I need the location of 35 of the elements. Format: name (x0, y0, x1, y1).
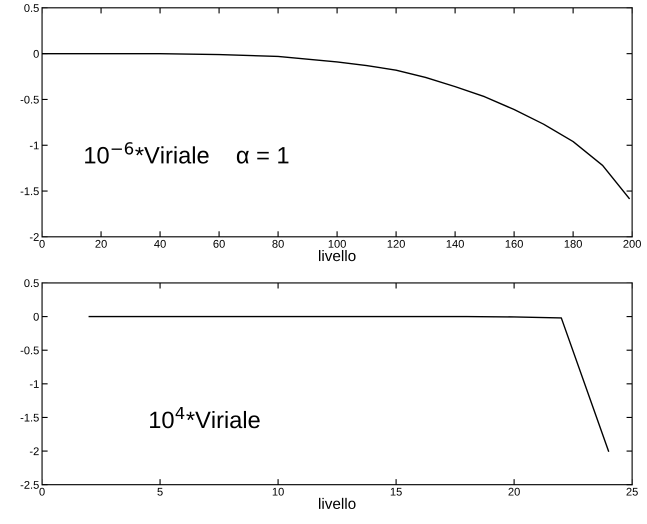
x-axis-title: livello (319, 498, 356, 510)
x-tick-label: 80 (272, 240, 284, 248)
y-tick-label: 0 (34, 312, 39, 321)
x-tick-label: 0 (39, 240, 45, 248)
y-tick-label: -2 (30, 447, 39, 456)
x-tick-label: 20 (95, 240, 107, 248)
y-tick-label: -1.5 (20, 187, 39, 196)
x-tick-label: 200 (623, 240, 641, 248)
y-tick-label: -2 (30, 233, 39, 241)
x-tick-label: 20 (508, 488, 520, 496)
x-tick-label: 5 (157, 488, 163, 496)
x-tick-label: 60 (213, 240, 225, 248)
y-tick-label: 0 (34, 50, 39, 58)
y-tick-label: -2.5 (20, 480, 39, 489)
annotation: 10$^{4}$*Viriale (150, 406, 260, 428)
y-tick-label: -1 (30, 142, 39, 150)
x-tick-label: 160 (506, 240, 523, 248)
y-tick-label: -0.5 (20, 346, 39, 354)
x-tick-label: 15 (390, 488, 402, 496)
y-tick-label: 0.5 (24, 279, 39, 288)
x-tick-label: 180 (564, 240, 582, 248)
x-axis-title: livello (319, 250, 356, 262)
x-tick-label: 0 (39, 488, 45, 496)
x-tick-label: 120 (388, 240, 405, 248)
x-tick-label: 100 (328, 240, 346, 248)
x-tick-label: 140 (446, 240, 464, 248)
y-tick-label: 0.5 (24, 4, 39, 12)
x-tick-label: 25 (626, 488, 638, 496)
y-tick-label: -1 (30, 380, 39, 388)
line-series (88, 316, 610, 452)
y-tick-label: -0.5 (20, 96, 39, 104)
x-tick-label: 40 (154, 240, 166, 248)
y-tick-label: -1.5 (20, 414, 39, 422)
annotation: 10$^{−6}$*Viriale α = 1 (85, 142, 288, 164)
x-tick-label: 10 (272, 488, 284, 496)
